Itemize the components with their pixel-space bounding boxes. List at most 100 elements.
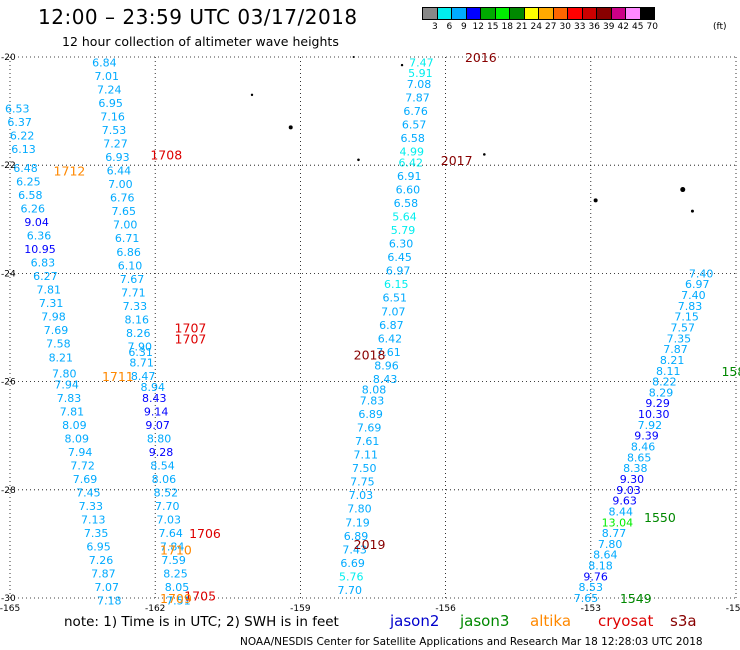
wave-height-value: 6.42: [378, 332, 403, 345]
wave-height-value: 5.64: [392, 211, 417, 224]
wave-height-value: 7.98: [41, 311, 66, 324]
wave-height-value: 7.11: [353, 449, 378, 462]
wave-height-value: 6.95: [98, 97, 123, 110]
wave-height-value: 6.58: [394, 197, 419, 210]
track-id-label: 1707: [175, 331, 207, 346]
wave-height-value: 6.89: [344, 530, 369, 543]
legend-label: 33: [574, 22, 586, 32]
wave-height-value: 7.33: [79, 500, 104, 513]
island: [690, 209, 694, 213]
wave-height-value: 6.97: [685, 278, 710, 291]
axis-labels: -165 -162 -159 -156 -153 -150 -20 -22 -24 -26 -28 -…: [0, 53, 740, 614]
wave-height-value: 7.01: [95, 70, 120, 83]
color-legend-labels: 3 6 9 12 15 18 21 24 27 30 33 36 39 42 45 70: [422, 22, 740, 34]
satellite-jason3: jason3: [460, 612, 510, 630]
legend-label: 24: [530, 22, 542, 32]
wave-height-value: 7.58: [46, 338, 71, 351]
wave-height-value: 6.27: [33, 270, 58, 283]
wave-height-value: 7.83: [678, 300, 703, 313]
satellite-jason2: jason2: [390, 612, 440, 630]
legend-label: 70: [646, 22, 658, 32]
island: [680, 187, 686, 193]
wave-height-value: 5.79: [391, 224, 416, 237]
wave-height-value: 7.33: [123, 300, 148, 313]
wave-height-value: 6.71: [115, 232, 140, 245]
wave-height-value: 6.89: [358, 408, 383, 421]
lon-tick-label: -156: [435, 604, 456, 614]
wave-height-value: 7.50: [352, 462, 377, 475]
track-id-label: 1707: [175, 321, 207, 336]
legend-label: 36: [588, 22, 600, 32]
wave-height-value: 7.19: [345, 516, 370, 529]
wave-height-value: 10.30: [638, 408, 670, 421]
wave-height-value: 6.53: [5, 102, 30, 115]
wave-height-value: 6.76: [110, 192, 135, 205]
wave-height-value: 9.28: [149, 446, 174, 459]
wave-height-value: 7.64: [158, 527, 183, 540]
wave-height-value: 13.04: [602, 516, 634, 529]
wave-height-value: 8.26: [126, 327, 151, 340]
lat-tick-label: -22: [1, 161, 16, 171]
wave-height-value: 8.08: [362, 384, 387, 397]
island: [352, 56, 355, 58]
wave-height-value: 9.14: [144, 405, 169, 418]
wave-height-value: 6.86: [116, 246, 141, 259]
wave-height-value: 8.22: [652, 376, 677, 389]
track-id-label: 2016: [465, 50, 497, 65]
legend-label: 21: [516, 22, 528, 32]
wave-height-value: 6.93: [105, 151, 130, 164]
wave-height-value: 7.03: [349, 489, 374, 502]
wave-height-value: 8.11: [656, 365, 681, 378]
wave-height-value: 7.71: [121, 286, 146, 299]
wave-height-value: 8.53: [579, 581, 604, 594]
footer-note: note: 1) Time is in UTC; 2) SWH is in fe…: [64, 614, 339, 630]
wave-height-value: 7.75: [350, 476, 375, 489]
wave-height-value: 7.16: [100, 111, 125, 124]
wave-height-value: 7.45: [76, 487, 101, 500]
island: [483, 153, 486, 156]
wave-height-value: 5.91: [408, 67, 433, 80]
wave-height-value: 7.31: [39, 297, 64, 310]
island: [400, 63, 404, 67]
wave-height-value: 5.76: [339, 570, 364, 583]
wave-height-value: 9.30: [620, 473, 645, 486]
wave-height-value: 7.53: [102, 124, 127, 137]
color-legend: [422, 7, 655, 20]
legend-label: 27: [545, 22, 557, 32]
wave-height-value: 7.80: [347, 503, 372, 516]
wave-height-value: 7.84: [160, 541, 185, 554]
wave-height-value: 6.36: [27, 230, 52, 243]
lat-tick-label: -24: [1, 269, 16, 279]
wave-height-value: 7.72: [70, 459, 95, 472]
wave-height-value: 7.70: [338, 584, 363, 597]
wave-height-value: 8.47: [131, 370, 156, 383]
island: [593, 198, 598, 203]
wave-height-value: 6.60: [396, 184, 421, 197]
wave-height-value: 9.76: [583, 570, 608, 583]
wave-height-value: 8.43: [373, 373, 398, 386]
wave-height-value: 8.38: [623, 462, 648, 475]
wave-height-value: 7.81: [60, 405, 85, 418]
wave-height-value: 7.61: [355, 435, 380, 448]
wave-height-value: 7.70: [155, 500, 180, 513]
legend-label: 42: [617, 22, 629, 32]
map-title: 12:00 – 23:59 UTC 03/17/2018: [38, 5, 358, 29]
wave-height-value: 8.21: [49, 351, 74, 364]
wave-height-value: 7.00: [108, 178, 133, 191]
wave-height-value: 7.80: [52, 367, 77, 380]
island: [250, 93, 254, 97]
wave-height-value: 8.29: [649, 386, 674, 399]
wave-height-value: 9.03: [616, 484, 641, 497]
wave-height-values: 6.536.376.226.136.486.256.586.269.046.36…: [5, 56, 713, 607]
island: [288, 125, 293, 130]
wave-height-value: 8.44: [609, 505, 634, 518]
wave-height-value: 8.77: [602, 527, 627, 540]
legend-swatch: [639, 7, 655, 20]
wave-height-value: 9.29: [645, 397, 670, 410]
wave-height-value: 6.57: [402, 119, 427, 132]
lon-tick-label: -150: [726, 604, 740, 614]
wave-height-value: 7.47: [409, 56, 434, 69]
wave-height-value: 7.15: [674, 311, 699, 324]
wave-height-value: 7.94: [54, 378, 79, 391]
